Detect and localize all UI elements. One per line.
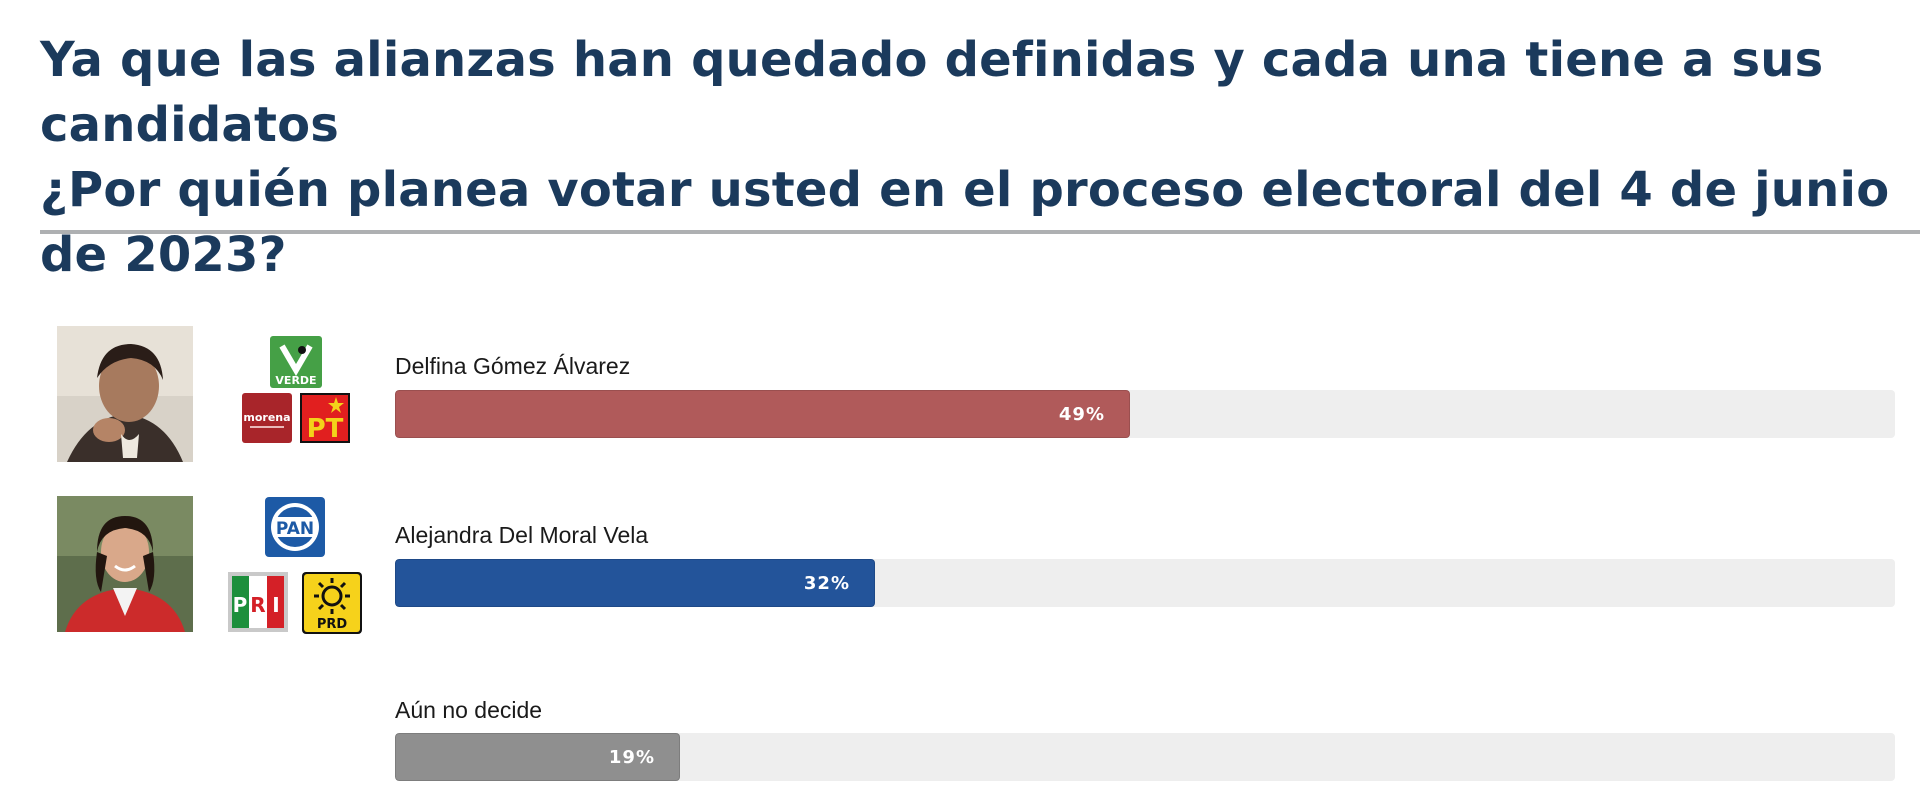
bar-track-2: 32% [395, 559, 1895, 607]
bar-1: 49% [395, 390, 1130, 438]
bar-track-3: 19% [395, 733, 1895, 781]
morena-logo-text: morena [243, 411, 290, 424]
prd-logo-icon: PRD [302, 572, 362, 634]
pt-logo-icon: PT [300, 393, 350, 443]
category-label-1: Delfina Gómez Álvarez [395, 353, 631, 379]
bar-value-label-3: 19% [608, 747, 655, 768]
pri-logo-i: I [272, 593, 279, 617]
morena-logo-icon: morena [242, 393, 292, 443]
chart-title: Ya que las alianzas han quedado definida… [40, 28, 1900, 288]
pt-logo-text: PT [307, 414, 344, 443]
bar-3: 19% [395, 733, 680, 781]
category-label-3: Aún no decide [395, 697, 543, 723]
chart-title-line-1: Ya que las alianzas han quedado definida… [40, 32, 1824, 153]
bar-track-1: 49% [395, 390, 1895, 438]
bar-value-label-2: 32% [803, 573, 850, 594]
prd-logo-text: PRD [317, 617, 348, 632]
verde-logo-icon: VERDE [270, 336, 322, 388]
category-label-2: Alejandra Del Moral Vela [395, 522, 649, 548]
bar-2: 32% [395, 559, 875, 607]
candidate-photo-icon [57, 326, 193, 462]
verde-logo-text: VERDE [275, 374, 316, 387]
pri-logo-r: R [250, 593, 265, 617]
chart-title-line-2: ¿Por quién planea votar usted en el proc… [40, 162, 1890, 283]
title-divider [40, 230, 1920, 234]
pri-logo-p: P [233, 593, 248, 617]
candidate-photo-icon [57, 496, 193, 632]
pri-logo-icon: P R I [228, 572, 288, 632]
bar-value-label-1: 49% [1058, 404, 1105, 425]
pan-logo-text: PAN [276, 519, 314, 539]
pan-logo-icon: PAN [265, 497, 325, 557]
